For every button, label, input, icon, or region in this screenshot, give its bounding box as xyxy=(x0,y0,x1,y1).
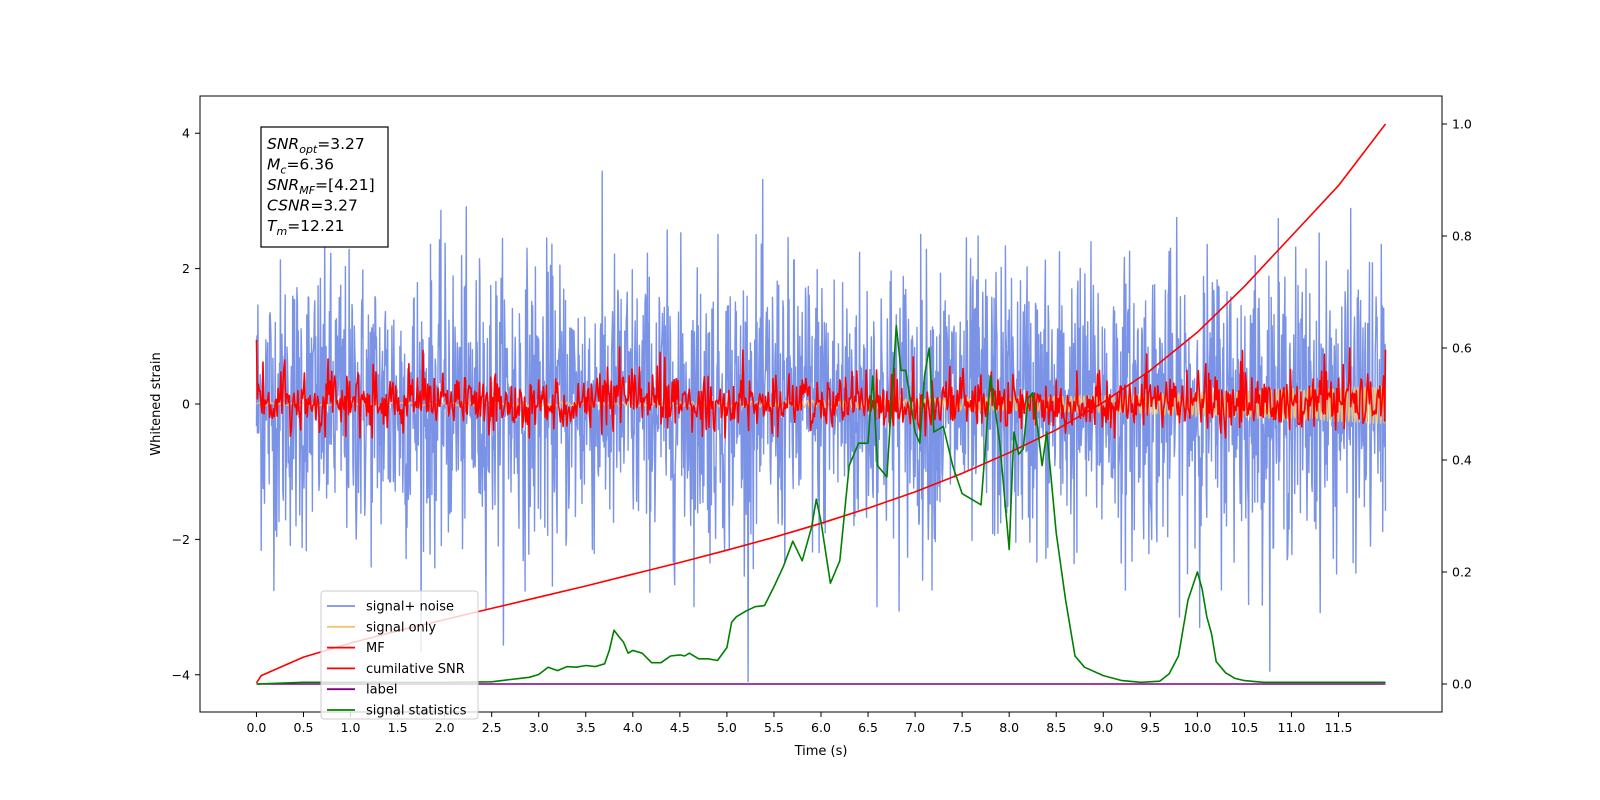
y2-tick-label: 0.2 xyxy=(1452,565,1472,580)
series-signal-plus-noise xyxy=(255,170,1387,683)
y2-tick-label: 0.0 xyxy=(1452,677,1472,692)
y-tick-label: 4 xyxy=(182,126,190,141)
x-tick-label: 6.5 xyxy=(858,720,878,735)
legend-label: signal only xyxy=(366,620,436,635)
y-tick-label: 2 xyxy=(182,261,190,276)
y2-tick-label: 0.6 xyxy=(1452,341,1472,356)
legend-label: signal+ noise xyxy=(366,600,454,615)
x-tick-label: 5.5 xyxy=(764,720,784,735)
y-axis-right: 1.0 0.8 0.6 0.4 0.2 0.0 xyxy=(1442,117,1472,692)
series-mf xyxy=(255,339,1387,439)
x-tick-label: 3.5 xyxy=(576,720,596,735)
info-box-frame xyxy=(260,126,389,248)
y2-tick-label: 0.4 xyxy=(1452,453,1472,468)
x-tick-label: 11.0 xyxy=(1278,720,1306,735)
x-axis-label: Time (s) xyxy=(794,744,848,759)
y-tick-label: −4 xyxy=(172,667,190,682)
x-tick-label: 10.5 xyxy=(1230,720,1258,735)
y-tick-label: −2 xyxy=(172,532,190,547)
info-line: SNRopt=3.27 xyxy=(267,135,365,156)
x-tick-label: 1.5 xyxy=(388,720,408,735)
x-tick-label: 7.0 xyxy=(905,720,925,735)
x-axis: 0.0 0.5 1.0 1.5 2.0 2.5 3.0 3.5 4.0 4.5 5.0 5.5 6.0 6… xyxy=(247,712,1353,735)
info-line: Tm=12.21 xyxy=(267,217,345,238)
series-signal-statistics xyxy=(256,324,1386,685)
legend-label: MF xyxy=(366,641,385,656)
info-line: SNRMF=[4.21] xyxy=(267,176,375,197)
x-tick-label: 8.5 xyxy=(1046,720,1066,735)
y-tick-label: 0 xyxy=(182,397,190,412)
x-tick-label: 0.5 xyxy=(294,720,314,735)
x-tick-label: 4.0 xyxy=(623,720,643,735)
y2-tick-label: 1.0 xyxy=(1452,117,1472,132)
x-tick-label: 11.5 xyxy=(1325,720,1353,735)
x-tick-label: 10.0 xyxy=(1183,720,1211,735)
x-tick-label: 6.0 xyxy=(811,720,831,735)
y-axis-label: Whitened strain xyxy=(149,352,164,455)
y2-tick-label: 0.8 xyxy=(1452,229,1472,244)
info-line: CSNR=3.27 xyxy=(267,197,358,215)
x-tick-label: 1.0 xyxy=(341,720,361,735)
x-tick-label: 0.0 xyxy=(247,720,267,735)
y-axis-left: 4 2 0 −2 −4 xyxy=(172,126,200,682)
legend: signal+ noise signal only MF cumilative SNR… xyxy=(320,590,479,720)
x-tick-label: 2.5 xyxy=(482,720,502,735)
x-tick-label: 8.0 xyxy=(999,720,1019,735)
x-tick-label: 5.0 xyxy=(717,720,737,735)
legend-label: signal statistics xyxy=(366,704,467,719)
x-tick-label: 4.5 xyxy=(670,720,690,735)
legend-label: label xyxy=(366,683,397,698)
info-line: Mc=6.36 xyxy=(267,156,334,177)
legend-label: cumilative SNR xyxy=(366,662,465,677)
x-tick-label: 3.0 xyxy=(529,720,549,735)
x-tick-label: 9.5 xyxy=(1140,720,1160,735)
x-tick-label: 2.0 xyxy=(435,720,455,735)
legend-frame xyxy=(320,590,479,720)
x-tick-label: 9.0 xyxy=(1093,720,1113,735)
x-tick-label: 7.5 xyxy=(952,720,972,735)
